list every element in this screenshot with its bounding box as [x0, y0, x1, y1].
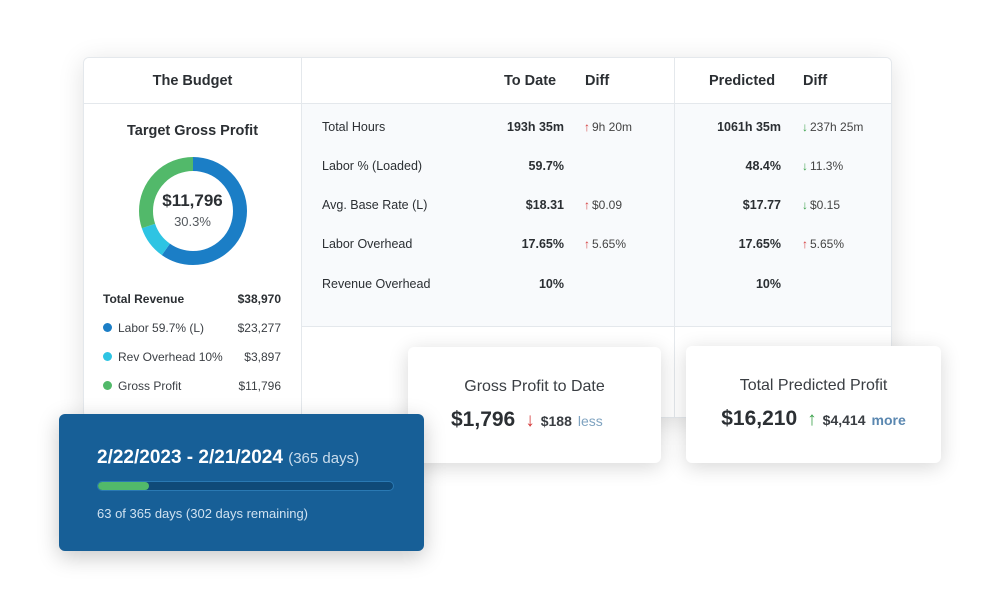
row-label: Revenue Overhead: [322, 277, 431, 291]
diff-value: 9h 20m: [592, 120, 633, 134]
predicted-value: $17.77: [742, 198, 781, 212]
to-date-diff: ↑ $0.09: [584, 198, 622, 212]
table-row: Revenue Overhead 10% 10%: [302, 275, 891, 295]
to-date-diff: ↑ 5.65%: [584, 237, 626, 251]
arrow-up-icon: ↑: [584, 120, 590, 134]
rev-overhead-label: Rev Overhead 10%: [118, 349, 223, 364]
gross-profit-to-date-word: less: [577, 413, 603, 429]
donut-value: $11,796: [162, 191, 223, 210]
arrow-down-icon: ↓: [802, 120, 808, 134]
predicted-diff: ↓ $0.15: [802, 198, 840, 212]
donut-percent: 30.3%: [174, 214, 211, 229]
table-header-row: To Date Diff Predicted Diff: [302, 58, 891, 104]
row-label: Total Hours: [322, 120, 386, 134]
date-range-card: 2/22/2023 - 2/21/2024 (365 days) 63 of 3…: [59, 414, 424, 551]
table-row: Total Hours 193h 35m 1061h 35m ↑ 9h 20m ↓ 237h…: [302, 118, 891, 138]
gross-profit-legend-dot: [103, 381, 112, 390]
row-label: Labor Overhead: [322, 237, 413, 251]
to-date-value: 10%: [538, 277, 564, 291]
total-revenue-value: $38,970: [237, 291, 281, 306]
labor-value: $23,277: [237, 320, 281, 335]
arrow-up-icon: ↑: [802, 237, 808, 251]
labor-label: Labor 59.7% (L): [118, 320, 205, 335]
to-date-value: 193h 35m: [507, 120, 564, 134]
donut-svg: [138, 157, 247, 265]
to-date-header: To Date: [504, 73, 557, 89]
total-predicted-profit-title: Total Predicted Profit: [739, 377, 888, 394]
diff-value: 11.3%: [810, 159, 844, 173]
arrow-down-icon: ↓: [802, 159, 808, 173]
gross-profit-donut-chart: $11,796 30.3%: [138, 156, 248, 266]
arrow-up-icon: ↑: [584, 198, 590, 212]
table-body: Total Hours 193h 35m 1061h 35m ↑ 9h 20m ↓ 237h…: [302, 104, 891, 327]
days-remaining-text: 63 of 365 days (302 days remaining): [97, 506, 309, 521]
diff-value: $0.15: [810, 198, 841, 212]
labor-row: Labor 59.7% (L) $23,277: [94, 313, 291, 342]
gross-profit-to-date-value: $1,796: [451, 408, 516, 431]
date-progress-bar: [97, 481, 394, 491]
budget-column: The Budget Target Gross Profit $11,796 3…: [84, 58, 302, 417]
predicted-header: Predicted: [709, 73, 776, 89]
total-predicted-profit-delta: $4,414: [822, 412, 866, 428]
gross-profit-to-date-title: Gross Profit to Date: [464, 378, 605, 395]
to-date-diff: ↑ 9h 20m: [584, 120, 632, 134]
labor-legend-dot: [103, 323, 112, 332]
gross-profit-row: Gross Profit $11,796: [94, 371, 291, 400]
date-range-days: (365 days): [288, 450, 360, 467]
total-predicted-profit-word: more: [871, 412, 906, 428]
total-predicted-profit-card: Total Predicted Profit $16,210 ↑ $4,414 …: [686, 346, 941, 463]
diff-value: 237h 25m: [810, 120, 864, 134]
table-row: Labor % (Loaded) 59.7% 48.4% ↓ 11.3%: [302, 157, 891, 177]
arrow-up-icon: ↑: [584, 237, 590, 251]
diff-value: 5.65%: [592, 237, 627, 251]
date-range-value: 2/22/2023 - 2/21/2024: [97, 447, 283, 468]
table-row: Labor Overhead 17.65% 17.65% ↑ 5.65% ↑ 5.65%: [302, 235, 891, 255]
rev-overhead-legend-dot: [103, 352, 112, 361]
gross-profit-to-date-card: Gross Profit to Date $1,796 ↓ $188 less: [408, 347, 661, 463]
gross-profit-to-date-delta: $188: [540, 413, 572, 429]
predicted-diff: ↓ 11.3%: [802, 159, 843, 173]
rev-overhead-row: Rev Overhead 10% $3,897: [94, 342, 291, 371]
column-divider: [674, 58, 675, 104]
to-date-value: $18.31: [525, 198, 564, 212]
arrow-down-icon: ↓: [802, 198, 808, 212]
diff-header-1: Diff: [585, 73, 610, 89]
to-date-value: 17.65%: [521, 237, 564, 251]
gross-profit-value: $11,796: [238, 378, 282, 393]
diff-value: 5.65%: [810, 237, 845, 251]
donut-segment: [138, 157, 247, 265]
date-range: 2/22/2023 - 2/21/2024 (365 days): [97, 447, 359, 469]
target-gross-profit-title: Target Gross Profit: [126, 123, 259, 139]
gross-profit-label: Gross Profit: [118, 378, 182, 393]
column-divider: [674, 104, 675, 326]
predicted-diff: ↓ 237h 25m: [802, 120, 863, 134]
row-label: Avg. Base Rate (L): [322, 198, 428, 212]
arrow-down-icon: ↓: [525, 410, 535, 431]
date-progress-fill: [98, 482, 149, 490]
column-divider: [674, 327, 675, 417]
total-revenue-row: Total Revenue $38,970: [94, 284, 291, 313]
total-predicted-profit-value: $16,210: [721, 407, 798, 430]
predicted-value: 1061h 35m: [717, 120, 781, 134]
predicted-value: 10%: [755, 277, 781, 291]
rev-overhead-value: $3,897: [244, 349, 281, 364]
arrow-up-icon: ↑: [807, 409, 817, 430]
diff-value: $0.09: [592, 198, 623, 212]
diff-header-2: Diff: [803, 73, 828, 89]
predicted-value: 48.4%: [745, 159, 781, 173]
predicted-value: 17.65%: [738, 237, 781, 251]
to-date-value: 59.7%: [528, 159, 564, 173]
row-label: Labor % (Loaded): [322, 159, 423, 173]
total-revenue-label: Total Revenue: [103, 291, 185, 306]
table-row: Avg. Base Rate (L) $18.31 $17.77 ↑ $0.09 ↓ $0.…: [302, 196, 891, 216]
predicted-diff: ↑ 5.65%: [802, 237, 844, 251]
budget-header: The Budget: [84, 58, 301, 104]
